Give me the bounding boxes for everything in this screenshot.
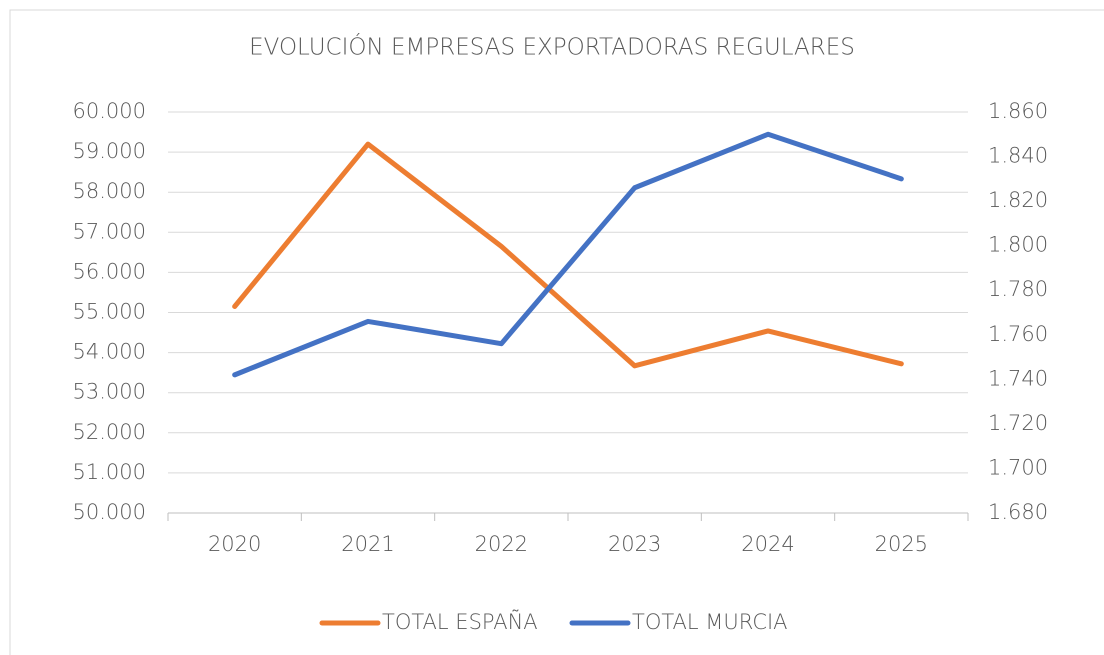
y2-tick-label: 1.720 bbox=[988, 411, 1048, 435]
y-tick-label: 50.000 bbox=[73, 500, 146, 524]
y-tick-label: 51.000 bbox=[73, 460, 146, 484]
y2-tick-label: 1.680 bbox=[988, 500, 1048, 524]
y2-tick-label: 1.860 bbox=[988, 99, 1048, 123]
legend-label: TOTAL ESPAÑA bbox=[382, 609, 538, 634]
chart-frame bbox=[9, 9, 1104, 655]
y-tick-label: 58.000 bbox=[73, 179, 146, 203]
chart-title: EVOLUCIÓN EMPRESAS EXPORTADORAS REGULARE… bbox=[249, 33, 855, 61]
y2-tick-label: 1.840 bbox=[988, 144, 1048, 168]
y2-tick-label: 1.760 bbox=[988, 322, 1048, 346]
x-tick-label: 2024 bbox=[741, 532, 794, 556]
x-tick-label: 2025 bbox=[875, 532, 928, 556]
x-tick-label: 2022 bbox=[475, 532, 528, 556]
y-tick-label: 56.000 bbox=[73, 259, 146, 283]
x-tick-label: 2023 bbox=[608, 532, 661, 556]
y-tick-label: 59.000 bbox=[73, 139, 146, 163]
x-tick-label: 2021 bbox=[341, 532, 394, 556]
y-tick-label: 54.000 bbox=[73, 340, 146, 364]
y2-tick-label: 1.820 bbox=[988, 188, 1048, 212]
y2-tick-label: 1.700 bbox=[988, 455, 1048, 479]
legend-label: TOTAL MURCIA bbox=[632, 610, 788, 634]
x-tick-label: 2020 bbox=[208, 532, 261, 556]
y-tick-label: 57.000 bbox=[73, 219, 146, 243]
y2-tick-label: 1.740 bbox=[988, 366, 1048, 390]
series-line bbox=[232, 141, 904, 369]
y-tick-label: 55.000 bbox=[73, 300, 146, 324]
y2-tick-label: 1.780 bbox=[988, 277, 1048, 301]
y-tick-label: 53.000 bbox=[73, 380, 146, 404]
y-tick-label: 52.000 bbox=[73, 420, 146, 444]
y2-tick-label: 1.800 bbox=[988, 233, 1048, 257]
y-tick-label: 60.000 bbox=[73, 99, 146, 123]
series-line bbox=[232, 131, 904, 378]
